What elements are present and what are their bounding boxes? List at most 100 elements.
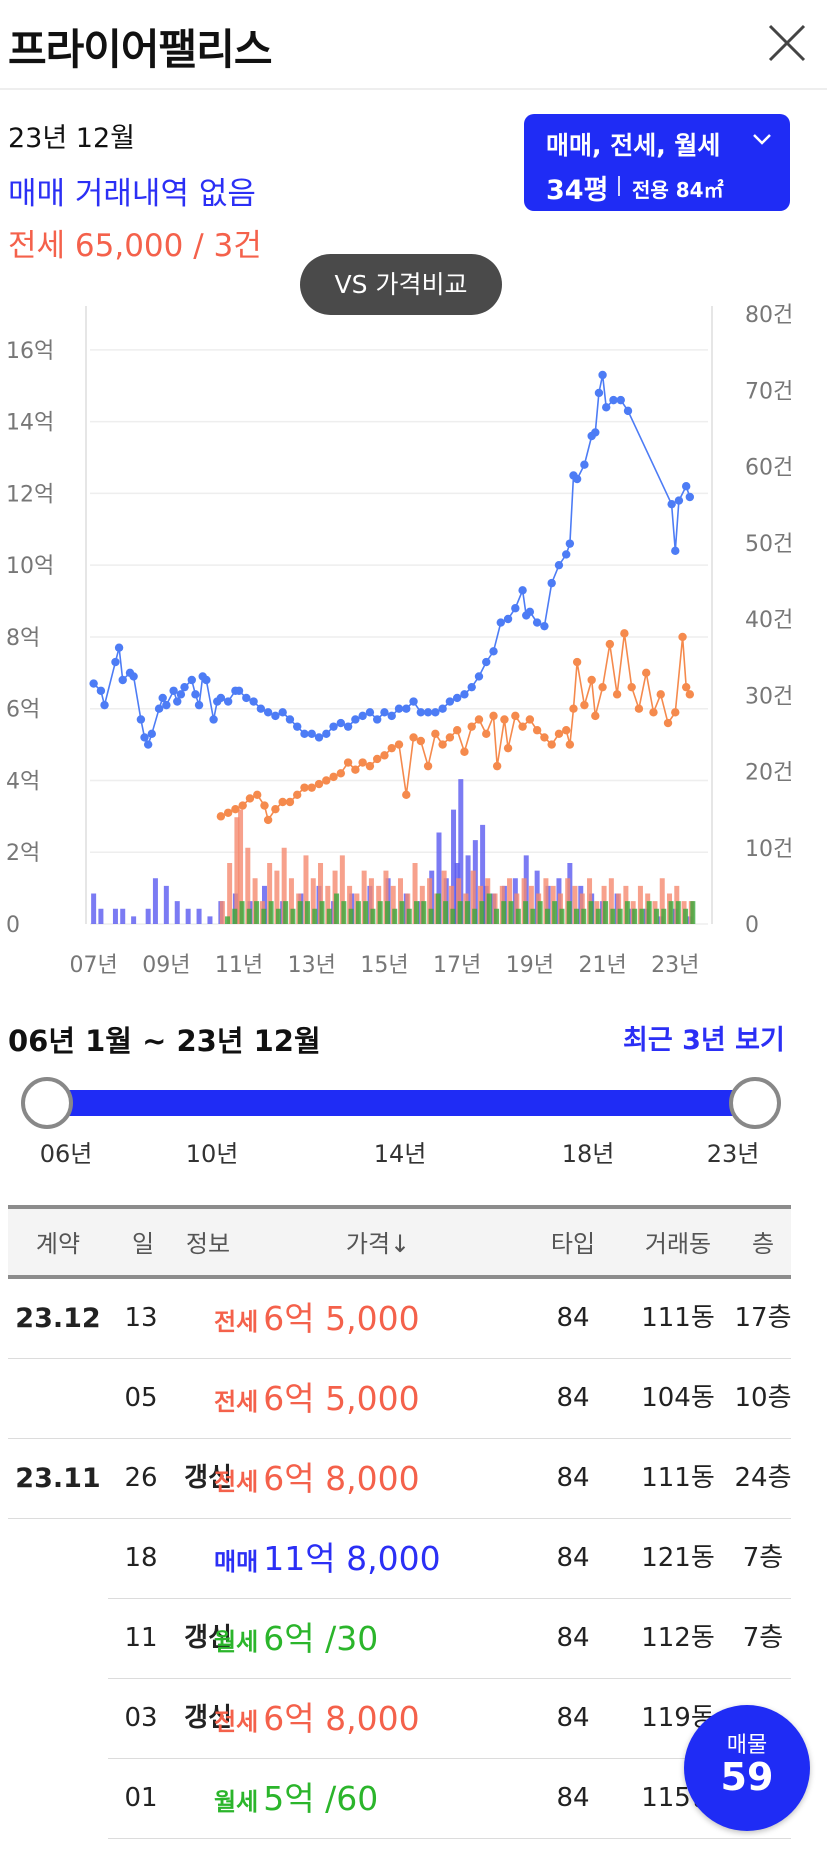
y-left-tick-label: 6억 [6,698,40,723]
listings-fab-button[interactable]: 매물 59 [684,1705,810,1831]
price-point [245,794,255,803]
volume-bar [451,809,457,924]
price-point [562,726,571,735]
close-button[interactable] [762,18,812,68]
price-point [271,711,280,721]
price-cell: 매매 11억 8,000 [214,1519,441,1598]
contract-info: 갱신 [184,1463,232,1493]
volume-bar [406,908,412,924]
price-point [173,697,182,706]
volume-bar [470,870,476,924]
range-slider-track[interactable] [47,1090,755,1116]
table-row[interactable]: 11 갱신 월세 6억 /30 84 112동 7층 [8,1599,791,1679]
volume-bar [91,893,97,924]
table-row[interactable]: 03 갱신 전세 6억 8,000 84 119동 [8,1679,791,1759]
price-point [234,686,244,695]
price-point [460,690,469,699]
volume-bar [312,908,318,924]
price-point [452,726,462,735]
price-point [667,499,676,509]
price-point [438,740,447,749]
unit-type: 84 [556,1463,590,1493]
price-point [187,675,196,685]
header-type[interactable]: 타입 [550,1230,596,1258]
price-point [114,643,124,652]
price-amount: 6억 /30 [263,1619,379,1658]
y-left-tick-label: 2억 [6,841,40,866]
volume-bar [661,908,667,924]
price-point [271,804,280,814]
table-row[interactable]: 18 매매 11억 8,000 84 121동 7층 [8,1519,791,1599]
trade-type-label: 전세 [214,1388,259,1416]
building-dong: 111동 [641,1463,715,1493]
range-slider-end-handle[interactable] [729,1077,781,1129]
row-divider [108,1598,791,1599]
volume-bar [283,901,289,924]
volume-bar [458,779,464,924]
contract-month: 23.11 [15,1463,101,1494]
volume-bar [348,908,354,924]
price-point [372,754,382,764]
price-point [293,722,302,731]
price-point [656,690,665,699]
price-point [423,708,433,717]
price-point [278,708,287,717]
header-price-sort[interactable]: 가격↓ [345,1230,411,1258]
volume-bar [501,901,507,924]
volume-bar [325,885,331,924]
summary-date: 23년 12월 [8,123,135,154]
compare-button[interactable]: VS 가격비교 [300,254,502,315]
contract-info: 갱신 [184,1703,232,1733]
volume-bar [480,824,486,924]
app-header: 프라이어팰리스 [0,0,827,90]
price-point [322,729,331,739]
header-dong[interactable]: 거래동 [644,1230,712,1258]
table-row[interactable]: 01 월세 5억 /60 84 115동 [8,1759,791,1839]
price-point [562,550,571,559]
trade-type-filter-button[interactable]: 매매, 전세, 월세 34평 전용 84㎡ [524,114,790,211]
x-tick-label: 17년 [433,953,481,978]
fab-count: 59 [720,1755,774,1799]
price-point [365,761,375,771]
volume-bar [319,901,325,924]
unit-type: 84 [556,1543,590,1573]
price-point [452,693,462,703]
volume-bar [274,870,280,924]
volume-bar [392,908,398,924]
price-point [300,729,309,739]
volume-bar [573,908,579,924]
trade-type-label: 전세 [214,1308,259,1336]
volume-bar [421,901,427,924]
volume-bar [610,908,616,924]
header-floor[interactable]: 층 [751,1230,775,1258]
slider-tick-label: 18년 [561,1140,615,1168]
table-row[interactable]: 23.11 26 갱신 전세 6억 8,000 84 111동 24층 [8,1439,792,1519]
header-contract[interactable]: 계약 [35,1230,81,1258]
recent-3-years-link[interactable]: 최근 3년 보기 [623,1025,785,1056]
range-slider-start-handle[interactable] [21,1077,73,1129]
price-point [307,729,316,739]
price-point [402,790,411,800]
table-row[interactable]: 23.12 13 전세 6억 5,000 84 111동 17층 [8,1279,792,1359]
contract-month [8,1759,108,1838]
volume-bar [131,916,137,924]
volume-bar [288,878,294,924]
volume-bar [528,885,534,924]
price-chart: 0 2억 4억 6억 8억 10억 12억 14억 16억 0 10건 20건 30건 40건 50건 60건… [0,290,827,990]
table-row[interactable]: 05 전세 6억 5,000 84 104동 10층 [8,1359,792,1439]
table-body: 23.12 13 전세 6억 5,000 84 111동 17층 05 전세 6억 5,000… [8,1279,792,1839]
price-cell: 전세 6억 8,000 [214,1679,420,1758]
volume-bar [254,901,260,924]
price-point [532,726,542,735]
contract-month [8,1599,108,1678]
header-info[interactable]: 정보 [185,1230,231,1258]
price-point [547,578,556,588]
price-point [627,682,636,692]
price-point [532,618,542,627]
volume-bar [196,908,202,924]
building-dong: 104동 [641,1383,715,1413]
contract-day: 11 [124,1623,158,1653]
volume-bar [508,901,514,924]
price-point [322,776,331,785]
header-day[interactable]: 일 [131,1230,155,1258]
